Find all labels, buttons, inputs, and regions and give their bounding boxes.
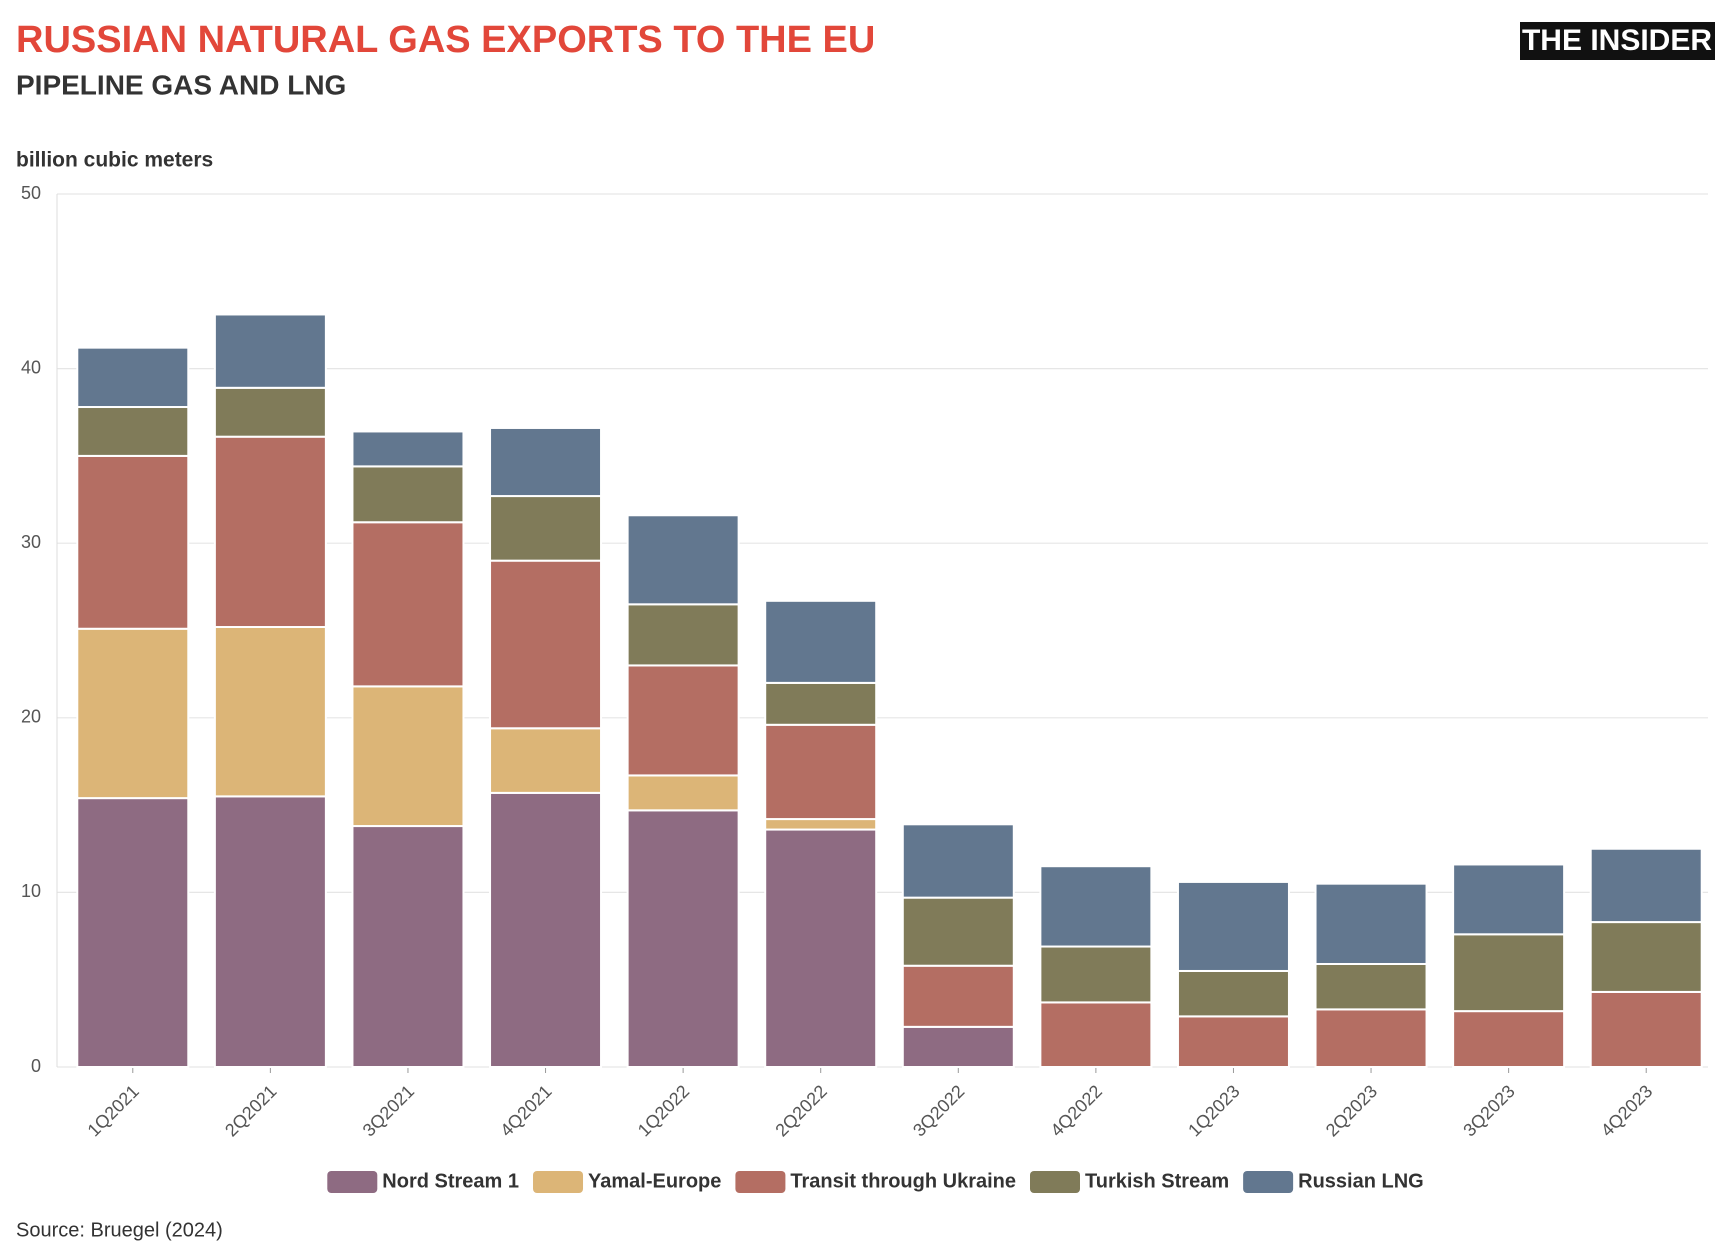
bar-segment [901,1025,1015,1069]
source: Source: Bruegel (2024) [16,1219,223,1241]
legend-swatch [1243,1171,1294,1193]
x-tick-label: 3Q2021 [359,1081,418,1140]
bar-segment [626,603,740,667]
bar-segment [1452,1010,1566,1068]
bar-segment [1452,863,1566,936]
y-tick-label: 10 [21,881,41,901]
legend-label: Russian LNG [1298,1170,1424,1192]
x-tick-label: 2Q2022 [771,1081,830,1140]
bar-segment [1039,945,1153,1004]
bar-segment [626,809,740,1068]
x-tick-label: 2Q2021 [221,1081,280,1140]
legend-label: Turkish Stream [1085,1170,1229,1192]
x-tick-label: 1Q2022 [634,1081,693,1140]
bar-segment [901,896,1015,967]
x-tick-label: 2Q2023 [1322,1081,1381,1140]
bar-segment [1039,865,1153,948]
x-tick-label: 1Q2023 [1184,1081,1243,1140]
bar-segment [901,823,1015,899]
bar-segment [1589,990,1703,1068]
bar-segment [489,426,603,498]
bar-segment [1314,882,1428,965]
x-tick-label: 1Q2021 [84,1081,143,1140]
chart-subtitle: PIPELINE GAS AND LNG [16,69,346,100]
bar-segment [213,313,327,389]
bar-segment [1314,962,1428,1011]
bar-segment [76,627,190,800]
legend: Nord Stream 1 Yamal-Europe Transit through… [327,1170,1424,1193]
bar-segment [1176,880,1290,972]
bar-segment [764,681,878,726]
y-tick-label: 40 [21,357,41,377]
bar-segment [1589,921,1703,993]
bar-segment [489,495,603,562]
x-tick-label: 4Q2023 [1597,1081,1656,1140]
legend-swatch [735,1171,786,1193]
bar-segment [489,727,603,794]
bar-segment [489,559,603,730]
bar-segment [351,430,465,468]
bar-segment [213,435,327,629]
bar-segment [213,795,327,1068]
bar-segment [351,685,465,828]
bar-segment [764,818,878,831]
x-tick-label: 3Q2022 [909,1081,968,1140]
legend-swatch [533,1171,584,1193]
y-tick-label: 50 [21,183,41,203]
bar-segment [764,599,878,684]
bar-segment [626,774,740,812]
y-tick-label: 20 [21,707,41,727]
x-tick-label: 4Q2021 [496,1081,555,1140]
bar-segment [1176,969,1290,1018]
bar-segment [489,791,603,1068]
x-tick-label: 4Q2022 [1047,1081,1106,1140]
legend-label: Nord Stream 1 [382,1170,519,1192]
bar-segment [213,626,327,798]
chart-title: RUSSIAN NATURAL GAS EXPORTS TO THE EU [16,19,875,61]
bar-segment [901,964,1015,1028]
bar-segment [76,406,190,457]
bar-segment [1452,933,1566,1013]
legend-swatch [327,1171,378,1193]
bar-segment [1314,1008,1428,1069]
bar-segment [626,514,740,606]
y-tick-label: 0 [31,1056,41,1076]
legend-label: Yamal-Europe [588,1170,721,1192]
bar-segment [76,454,190,630]
bar-segment [351,521,465,688]
y-axis-label: billion cubic meters [16,149,213,172]
bar-segment [764,828,878,1068]
bar-segment [626,664,740,777]
logo-box [1520,22,1715,60]
legend-label: Transit through Ukraine [790,1170,1016,1192]
bar-segment [213,386,327,438]
bar-segment [1589,847,1703,924]
bar-segment [1176,1015,1290,1069]
bar-segment [351,465,465,524]
legend-swatch [1030,1171,1080,1193]
bar-segment [76,346,190,409]
bar-segment [764,723,878,821]
bar-segment [1039,1001,1153,1069]
x-tick-label: 3Q2023 [1459,1081,1518,1140]
bar-segment [351,825,465,1068]
logo: THE INSIDER [1522,24,1712,57]
y-tick-label: 30 [21,532,41,552]
bar-segment [76,797,190,1069]
